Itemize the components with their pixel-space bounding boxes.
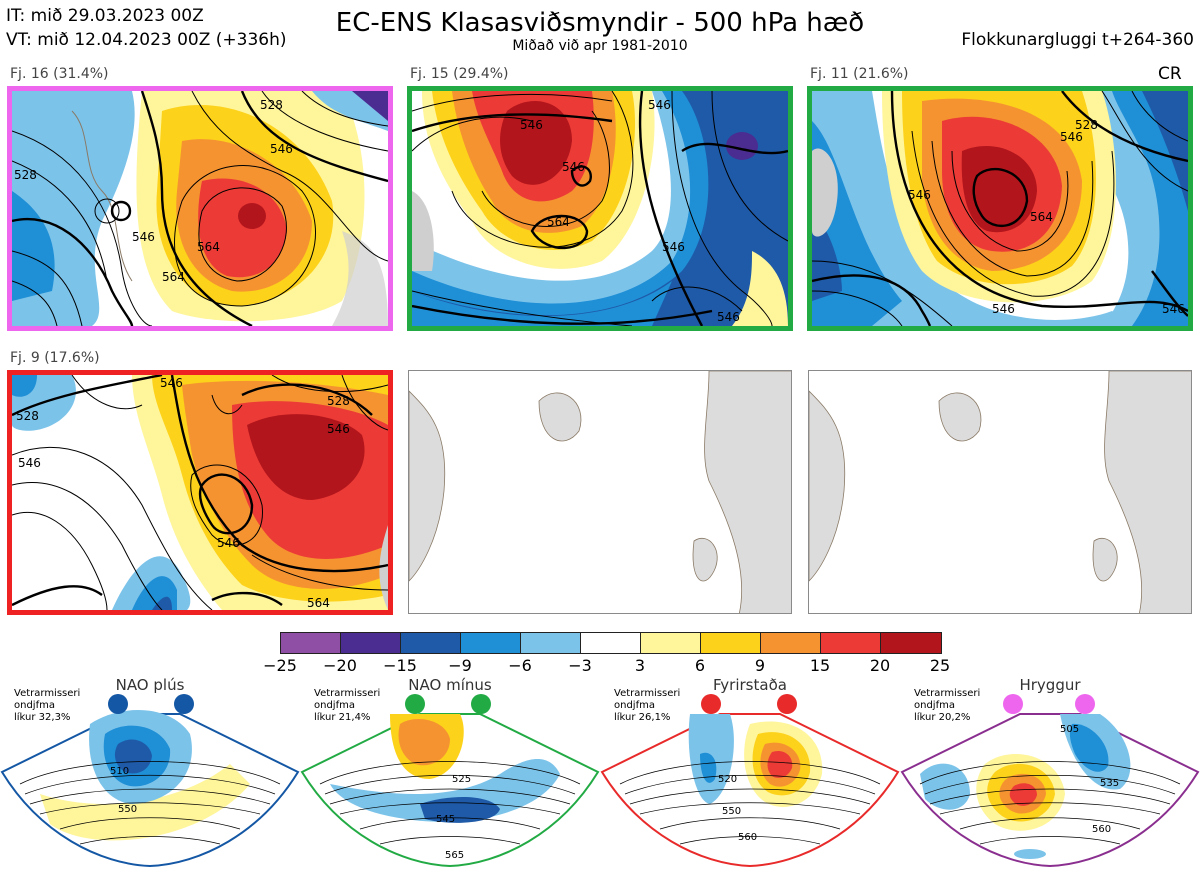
colorbar-tick: −25 [263, 656, 297, 675]
colorbar-swatch [281, 633, 341, 653]
regime-info: Vetrarmisseri ondjfma líkur 32,3% [14, 688, 81, 723]
basemap-land [409, 371, 791, 613]
basemap-land [809, 371, 1191, 613]
regime-info: Vetrarmisseri ondjfma líkur 20,2% [914, 688, 981, 723]
regime-ridge[interactable]: Hryggur Vetrarmisseri ondjfma líkur 20,2% … [900, 676, 1200, 871]
page-title: EC-ENS Klasasviðsmyndir - 500 hPa hæð [335, 8, 865, 38]
regime-name: NAO mínus [408, 676, 492, 694]
empty-basemap [808, 370, 1192, 614]
regime-name: Hryggur [1019, 676, 1081, 694]
contour-label: 565 [445, 850, 464, 861]
contour-label: 546 [132, 230, 155, 244]
anomaly-map: 528 546 546 564 564 528 [12, 91, 388, 326]
colorbar-tick: 15 [809, 656, 831, 675]
contour-label: 546 [327, 422, 350, 436]
colorbar-swatch [581, 633, 641, 653]
contour-label: 528 [16, 409, 39, 423]
colorbar-swatch [821, 633, 881, 653]
contour-label: 564 [307, 596, 330, 610]
colorbar-tick: 20 [869, 656, 891, 675]
contour-label: 528 [14, 168, 37, 182]
colorbar-tick: −6 [508, 656, 532, 675]
anomaly-map: 528 546 546 564 546 546 [812, 91, 1188, 326]
page-subtitle: Miðað við apr 1981-2010 [512, 38, 688, 54]
regime-map: 525 545 565 [300, 694, 600, 868]
empty-basemap [408, 370, 792, 614]
colorbar-swatch [881, 633, 941, 653]
cluster-map-15[interactable]: 546 546 564 546 546 546 [407, 86, 793, 331]
contour-label: 520 [718, 774, 737, 785]
colorbar-tick: −20 [323, 656, 357, 675]
colorbar-tick: 6 [694, 656, 706, 675]
contour-label: 546 [717, 310, 740, 324]
colorbar-swatch [521, 633, 581, 653]
contour-label: 546 [992, 302, 1015, 316]
regime-map: 510 550 [0, 694, 300, 868]
colorbar-tick: −9 [448, 656, 472, 675]
initial-time: IT: mið 29.03.2023 00Z [6, 6, 204, 26]
contour-label: 505 [1060, 724, 1079, 735]
regime-blocking[interactable]: Fyrirstaða Vetrarmisseri ondjfma líkur 26,… [600, 676, 900, 871]
regime-info: Vetrarmisseri ondjfma líkur 21,4% [314, 688, 381, 723]
contour-label: 546 [648, 98, 671, 112]
contour-label: 550 [722, 806, 741, 817]
contour-label: 546 [520, 118, 543, 132]
colorbar-swatch [761, 633, 821, 653]
cluster-label: Fj. 15 (29.4%) [410, 66, 509, 82]
cr-label: CR [1158, 64, 1182, 84]
cluster-map-16[interactable]: 528 546 546 564 564 528 [7, 86, 393, 331]
contour-label: 546 [217, 536, 240, 550]
contour-label: 546 [18, 456, 41, 470]
contour-label: 564 [162, 270, 185, 284]
contour-label: 528 [327, 394, 350, 408]
contour-label: 546 [1060, 130, 1083, 144]
valid-time: VT: mið 12.04.2023 00Z (+336h) [6, 30, 287, 50]
contour-label: 560 [1092, 824, 1111, 835]
colorbar-swatch [401, 633, 461, 653]
classification-window: Flokkunargluggi t+264-360 [961, 30, 1194, 50]
contour-label: 564 [197, 240, 220, 254]
regime-nao-minus[interactable]: NAO mínus Vetrarmisseri ondjfma líkur 21,4… [300, 676, 600, 871]
contour-label: 546 [562, 160, 585, 174]
colorbar [280, 632, 942, 654]
contour-label: 546 [662, 240, 685, 254]
colorbar-tick: −3 [568, 656, 592, 675]
regime-nao-plus[interactable]: NAO plús Vetrarmisseri ondjfma líkur 32,3%… [0, 676, 300, 871]
contour-label: 546 [908, 188, 931, 202]
regime-map: 505 535 560 [900, 694, 1200, 868]
contour-label: 564 [547, 215, 570, 229]
contour-label: 546 [270, 142, 293, 156]
contour-label: 525 [452, 774, 471, 785]
contour-label: 528 [260, 98, 283, 112]
colorbar-tick: 9 [754, 656, 766, 675]
regime-name: NAO plús [115, 676, 185, 694]
cluster-label: Fj. 16 (31.4%) [10, 66, 109, 82]
colorbar-swatch [701, 633, 761, 653]
regime-map: 520 550 560 [600, 694, 900, 868]
contour-label: 546 [1162, 302, 1185, 316]
contour-label: 564 [1030, 210, 1053, 224]
cluster-map-9[interactable]: 546 528 546 546 546 528 564 [7, 370, 393, 615]
colorbar-tick: 25 [929, 656, 951, 675]
colorbar-swatch [641, 633, 701, 653]
cluster-label: Fj. 9 (17.6%) [10, 350, 100, 366]
contour-label: 528 [1075, 118, 1098, 132]
cluster-map-11[interactable]: 528 546 546 564 546 546 [807, 86, 1193, 331]
contour-label: 510 [110, 766, 129, 777]
contour-label: 560 [738, 832, 757, 843]
regime-info: Vetrarmisseri ondjfma líkur 26,1% [614, 688, 681, 723]
contour-label: 550 [118, 804, 137, 815]
colorbar-tick: 3 [634, 656, 646, 675]
contour-label: 535 [1100, 778, 1119, 789]
colorbar-tick: −15 [383, 656, 417, 675]
colorbar-swatch [461, 633, 521, 653]
regime-name: Fyrirstaða [713, 676, 787, 694]
cluster-label: Fj. 11 (21.6%) [810, 66, 909, 82]
anomaly-map: 546 528 546 546 546 528 564 [12, 375, 388, 610]
anomaly-map: 546 546 564 546 546 546 [412, 91, 788, 326]
contour-label: 545 [436, 814, 455, 825]
colorbar-swatch [341, 633, 401, 653]
contour-label: 546 [160, 376, 183, 390]
